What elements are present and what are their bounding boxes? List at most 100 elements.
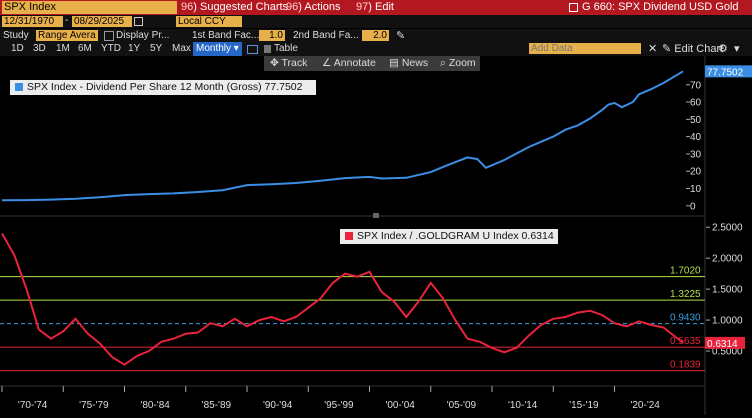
x-tick-label: '80-'84	[140, 400, 170, 411]
study-label: Study	[3, 30, 29, 41]
more-icon[interactable]: ▾	[734, 43, 740, 55]
legend-swatch	[15, 83, 23, 92]
band1-label: 1st Band Fac...	[192, 30, 260, 41]
y-tick-label: 2.0000	[712, 254, 743, 265]
study-select[interactable]: Range Avera	[36, 30, 98, 41]
annotate-button[interactable]: ∠ Annotate	[322, 57, 376, 69]
y-tick-label: 2.5000	[712, 223, 743, 234]
menu-number: 96	[286, 1, 299, 13]
y-tick-label: 20	[690, 167, 702, 178]
add-data-input[interactable]: Add Data	[529, 43, 641, 54]
chart-toolbar	[264, 56, 480, 71]
period-label: Monthly	[196, 43, 232, 54]
close-icon[interactable]: ✕	[648, 43, 658, 55]
panel-resize-handle	[373, 213, 379, 218]
news-button[interactable]: ▤ News	[389, 57, 429, 69]
table-icon[interactable]	[264, 45, 271, 53]
last-value-tag: 77.7502	[707, 67, 744, 78]
level-label: 0.1839	[670, 360, 701, 371]
edit-chart-button[interactable]: ✎ Edit Chart	[662, 43, 724, 55]
band2-label: 2nd Band Fa...	[293, 30, 359, 41]
band1-field[interactable]: 1.0	[259, 30, 285, 41]
ratio-series-line	[1, 232, 684, 366]
range-max[interactable]: Max	[172, 43, 191, 54]
period-select[interactable]: Monthly ▾	[193, 42, 242, 56]
menu-label: )	[298, 1, 305, 13]
annotate-label: Annotate	[333, 57, 376, 69]
date-separator: -	[65, 15, 69, 26]
pencil-icon[interactable]: ✎	[396, 30, 406, 42]
display-checkbox[interactable]	[104, 31, 114, 41]
x-tick-label: '85-'89	[202, 400, 232, 411]
level-label: 1.3225	[670, 289, 701, 300]
y-tick-label: 0.5000	[712, 347, 743, 358]
title-bar	[0, 0, 752, 15]
currency-select[interactable]: Local CCY	[176, 16, 242, 27]
y-tick-label: 0	[690, 201, 696, 212]
menu-number: 96	[181, 1, 194, 13]
edit-menu[interactable]: 97) Edit	[356, 0, 394, 15]
range-1d[interactable]: 1D	[11, 43, 24, 54]
range-1y[interactable]: 1Y	[128, 43, 141, 54]
series1-legend[interactable]: SPX Index - Dividend Per Share 12 Month …	[10, 80, 316, 95]
legend-text: SPX Index - Dividend Per Share 12 Month …	[27, 81, 303, 93]
range-5y[interactable]: 5Y	[150, 43, 163, 54]
last-value-tag: 0.6314	[707, 339, 738, 350]
x-tick-label: '70-'74	[18, 400, 48, 411]
last-value-tag-bg	[705, 336, 745, 349]
zoom-button[interactable]: ⌕ Zoom	[440, 57, 476, 69]
x-tick-label: '05-'09	[447, 400, 477, 411]
series2-legend[interactable]: SPX Index / .GOLDGRAM U Index 0.6314	[340, 229, 558, 244]
table-button[interactable]: Table	[274, 43, 298, 54]
range-3d[interactable]: 3D	[33, 43, 46, 54]
x-tick-label: '75-'79	[79, 400, 109, 411]
range-6m[interactable]: 6M	[78, 43, 92, 54]
legend-text: SPX Index / .GOLDGRAM U Index 0.6314	[357, 230, 554, 242]
y-tick-label: 10	[690, 184, 702, 195]
end-date-field[interactable]: 08/29/2025	[72, 16, 132, 27]
window-icon[interactable]	[569, 3, 578, 12]
window-title: G 660: SPX Dividend USD Gold	[582, 1, 739, 13]
actions-menu[interactable]: 96) Actions	[286, 0, 340, 15]
chart-type-icon[interactable]	[247, 45, 258, 54]
menu-label: Edit	[374, 1, 394, 13]
x-tick-label: '20-'24	[630, 400, 660, 411]
y-tick-label: 30	[690, 149, 702, 160]
suggested-charts-menu[interactable]: 96) Suggested Charts	[181, 0, 288, 15]
band2-field[interactable]: 2.0	[362, 30, 389, 41]
y-tick-label: 1.5000	[712, 285, 743, 296]
menu-label: )	[368, 1, 375, 13]
dividend-series-line	[1, 70, 684, 202]
zoom-label: Zoom	[448, 57, 476, 69]
y-tick-label: 70	[690, 80, 702, 91]
x-tick-label: '00-'04	[385, 400, 415, 411]
x-tick-label: '10-'14	[508, 400, 538, 411]
menu-label: Suggested Charts	[199, 1, 289, 13]
y-tick-label: 60	[690, 98, 702, 109]
last-value-tag-bg	[705, 65, 752, 78]
menu-label: Actions	[304, 1, 341, 13]
level-label: 0.9430	[670, 313, 701, 324]
range-ytd[interactable]: YTD	[101, 43, 121, 54]
y-tick-label: 1.0000	[712, 316, 743, 327]
track-label: Track	[281, 57, 308, 69]
y-tick-label: 40	[690, 132, 702, 143]
display-label: Display Pr...	[116, 30, 170, 41]
range-1m[interactable]: 1M	[56, 43, 70, 54]
x-tick-label: '95-'99	[324, 400, 354, 411]
news-label: News	[401, 57, 429, 69]
start-date-field[interactable]: 12/31/1970	[2, 16, 63, 27]
ticker-input[interactable]: SPX Index	[2, 1, 177, 14]
track-button[interactable]: ✥ Track	[270, 57, 308, 69]
calendar-icon[interactable]	[134, 17, 143, 26]
x-tick-label: '90-'94	[263, 400, 293, 411]
y-tick-label: 50	[690, 115, 702, 126]
legend-swatch	[345, 232, 353, 241]
menu-label: )	[193, 1, 200, 13]
x-tick-label: '15-'19	[569, 400, 599, 411]
level-label: 0.5635	[670, 336, 701, 347]
menu-number: 97	[356, 1, 369, 13]
edit-chart-label: Edit Chart	[674, 43, 724, 55]
level-label: 1.7020	[670, 266, 701, 277]
settings-icon[interactable]: ⚙	[718, 43, 728, 55]
